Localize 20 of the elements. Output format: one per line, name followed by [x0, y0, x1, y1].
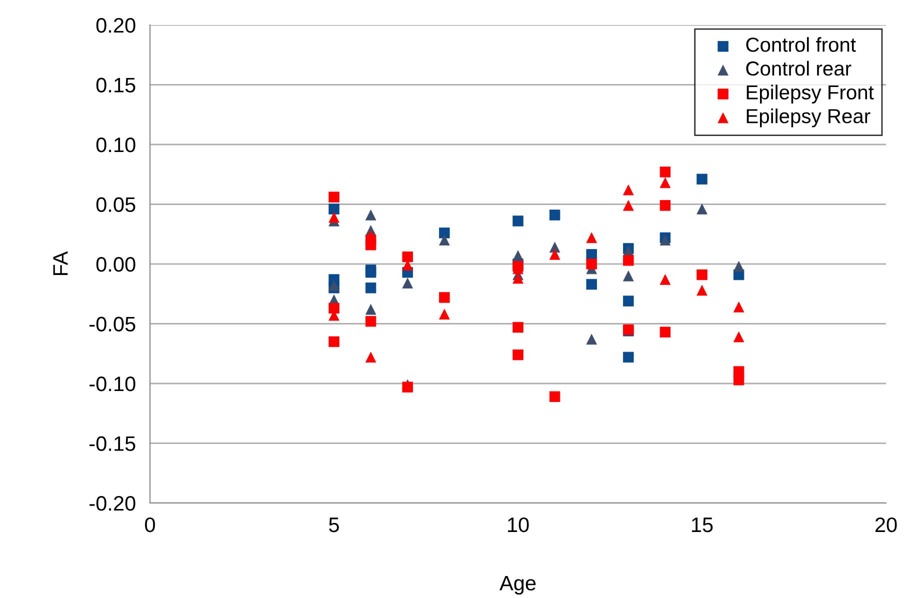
y-tick-label: -0.05	[90, 316, 136, 332]
x-axis-title: Age	[500, 576, 536, 595]
legend-label: Epilepsy Front	[746, 84, 874, 104]
y-tick-label: 0.20	[96, 18, 136, 33]
legend-label: Control front	[746, 37, 856, 52]
x-tick-label: 5	[329, 518, 339, 532]
legend-label: Epilepsy Rear	[746, 108, 870, 128]
y-tick-label: 0.00	[96, 257, 136, 272]
y-tick-label: 0.10	[96, 138, 136, 152]
y-tick-label: 0.05	[96, 197, 136, 212]
y-tick-label: -0.15	[90, 436, 136, 452]
x-tick-label: 10	[508, 517, 529, 532]
x-tick-label: 20	[875, 517, 897, 532]
x-tick-label: 0	[145, 517, 155, 532]
y-axis-title: FA	[53, 251, 68, 276]
y-tick-label: 0.15	[96, 78, 136, 93]
legend-label: Control rear	[746, 60, 852, 76]
y-tick-label: -0.20	[90, 496, 136, 511]
y-tick-label: -0.10	[90, 376, 136, 392]
x-tick-label: 15	[692, 518, 713, 532]
